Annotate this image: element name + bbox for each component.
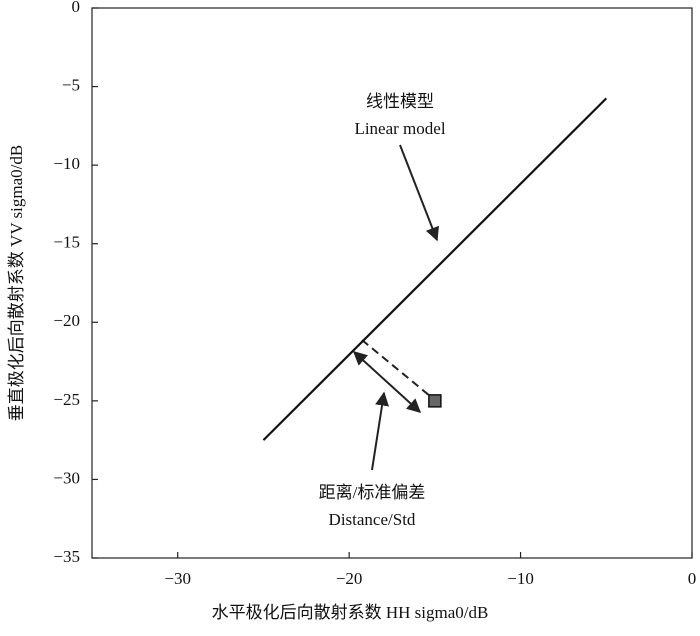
- annotation-arrow: [399, 144, 439, 242]
- y-tick-label: −25: [53, 390, 80, 409]
- annotation-text: 距离/标准偏差: [319, 483, 426, 502]
- y-tick-label: −20: [53, 311, 80, 330]
- x-tick-label: −10: [507, 569, 534, 588]
- projection-line: [361, 339, 431, 397]
- x-tick-label: −20: [336, 569, 363, 588]
- plot-frame: [91, 7, 693, 559]
- data-line: [262, 97, 608, 441]
- y-tick-label: −35: [53, 547, 80, 566]
- y-axis-label: 垂直极化后向散射系数 VV sigma0/dB: [7, 145, 26, 421]
- x-axis-label: 水平极化后向散射系数 HH sigma0/dB: [212, 603, 489, 622]
- y-tick-label: −5: [62, 75, 80, 94]
- data-point: [428, 394, 442, 408]
- distance-arrow: [352, 351, 422, 413]
- annotation-text: 线性模型: [366, 92, 434, 111]
- y-tick-label: −10: [53, 154, 80, 173]
- x-tick-label: 0: [688, 569, 697, 588]
- x-tick-label: −30: [164, 569, 191, 588]
- y-tick-label: 0: [72, 0, 81, 16]
- annotation-text: Linear model: [354, 119, 445, 138]
- y-tick-label: −15: [53, 233, 80, 252]
- annotation-text: Distance/Std: [329, 510, 416, 529]
- annotation-arrow: [371, 391, 389, 471]
- y-tick-label: −30: [53, 468, 80, 487]
